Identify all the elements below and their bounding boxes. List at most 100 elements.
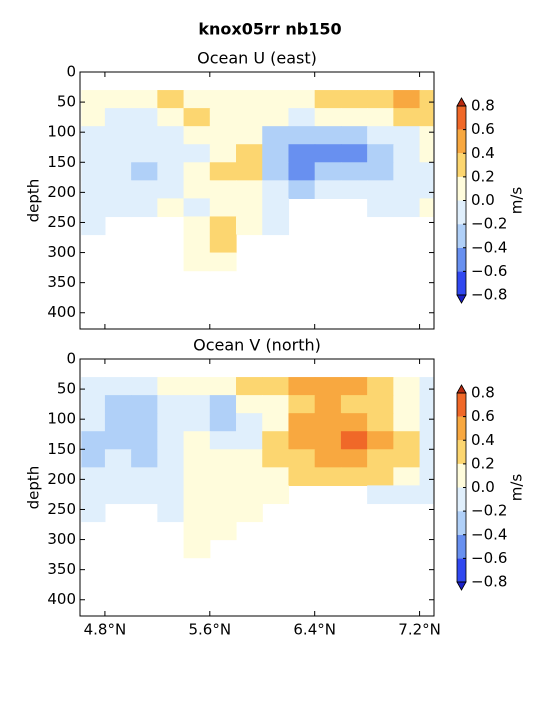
colorbar-segment bbox=[457, 534, 466, 559]
contour-cell bbox=[262, 108, 290, 127]
contour-cell bbox=[419, 144, 434, 163]
contour-cell bbox=[183, 216, 211, 236]
contour-cell bbox=[419, 126, 434, 145]
colorbar-label: m/s bbox=[508, 187, 526, 215]
contour-cell bbox=[81, 467, 106, 486]
contour-cell bbox=[131, 413, 158, 432]
y-tick-label: 350 bbox=[47, 273, 76, 291]
contour-cell bbox=[262, 162, 290, 181]
contour-cell bbox=[209, 377, 237, 396]
contour-cell bbox=[183, 521, 211, 541]
contour-cell bbox=[157, 108, 185, 127]
contour-cell bbox=[262, 431, 290, 450]
contour-cell bbox=[367, 413, 394, 432]
plot-frame bbox=[79, 71, 435, 330]
contour-cell bbox=[236, 90, 263, 109]
contour-cell bbox=[157, 485, 185, 505]
contour-cell bbox=[183, 431, 211, 450]
contour-cell bbox=[340, 162, 368, 181]
contour-cell bbox=[104, 144, 132, 163]
contour-cell bbox=[157, 503, 185, 523]
contour-cell bbox=[157, 144, 185, 163]
contour-cell bbox=[262, 126, 290, 145]
contour-cell bbox=[81, 198, 106, 218]
y-tick-label: 150 bbox=[47, 153, 76, 171]
contour-cell bbox=[314, 395, 342, 414]
colorbar-label: m/s bbox=[508, 474, 526, 502]
contour-cell bbox=[81, 377, 106, 396]
contour-cell bbox=[209, 395, 237, 414]
contour-cell bbox=[419, 377, 434, 396]
contour-cell bbox=[393, 108, 421, 127]
contour-cell bbox=[157, 90, 185, 109]
contour-cell bbox=[393, 126, 421, 145]
contour-cell bbox=[367, 431, 394, 450]
contour-cell bbox=[131, 126, 158, 145]
contour-cell bbox=[131, 431, 158, 450]
contour-cell bbox=[104, 108, 132, 127]
contour-cell bbox=[131, 108, 158, 127]
contour-cell bbox=[393, 198, 421, 218]
colorbar-segment bbox=[457, 463, 466, 488]
contour-cell bbox=[236, 126, 263, 145]
colorbar-tick-label: 0.2 bbox=[471, 167, 495, 185]
contour-cell bbox=[262, 449, 290, 468]
colorbar-segment bbox=[457, 106, 466, 130]
contour-cell bbox=[81, 395, 106, 414]
contour-cell bbox=[288, 108, 316, 127]
contour-cell bbox=[157, 180, 185, 199]
contour-cell bbox=[81, 503, 106, 523]
y-axis-label: depth bbox=[25, 466, 43, 510]
contour-cell bbox=[104, 126, 132, 145]
contour-cell bbox=[104, 485, 132, 505]
contour-cell bbox=[209, 90, 237, 109]
contour-cell bbox=[104, 467, 132, 486]
contour-cell bbox=[81, 162, 106, 181]
contour-cell bbox=[314, 449, 342, 468]
contour-cell bbox=[81, 108, 106, 127]
x-tick-label: 6.4°N bbox=[293, 621, 336, 639]
contour-cell bbox=[131, 180, 158, 199]
contour-cell bbox=[209, 216, 237, 236]
contour-cell bbox=[209, 449, 237, 468]
contour-cell bbox=[183, 198, 211, 218]
colorbar-segment bbox=[457, 487, 466, 512]
contour-cell bbox=[314, 144, 342, 163]
contour-cell bbox=[393, 467, 421, 486]
contour-cell bbox=[183, 395, 211, 414]
contour-cell bbox=[131, 395, 158, 414]
contour-cell bbox=[183, 539, 211, 559]
contour-cell bbox=[419, 162, 434, 181]
contour-cell bbox=[236, 108, 263, 127]
y-axis-label: depth bbox=[25, 179, 43, 223]
contour-cell bbox=[104, 449, 132, 468]
contour-cell bbox=[340, 377, 368, 396]
x-tick-label: 7.2°N bbox=[398, 621, 441, 639]
contour-cell bbox=[288, 90, 316, 109]
contour-cell bbox=[131, 144, 158, 163]
contour-cell bbox=[81, 180, 106, 199]
contour-cell bbox=[288, 162, 316, 181]
contour-cell bbox=[157, 162, 185, 181]
colorbar-segment bbox=[457, 153, 466, 177]
contour-cell bbox=[236, 216, 263, 236]
y-tick-label: 200 bbox=[47, 470, 76, 488]
contour-cell bbox=[236, 467, 263, 486]
contour-cell bbox=[367, 180, 394, 199]
contour-cell bbox=[262, 144, 290, 163]
contour-cell bbox=[393, 144, 421, 163]
contour-cell bbox=[393, 90, 421, 109]
y-tick-label: 350 bbox=[47, 560, 76, 578]
contour-cell bbox=[314, 126, 342, 145]
contour-cell bbox=[288, 377, 316, 396]
contour-cell bbox=[393, 485, 421, 505]
contour-cell bbox=[209, 144, 237, 163]
panel-title: Ocean U (east) bbox=[197, 49, 317, 68]
contour-cell bbox=[183, 90, 211, 109]
colorbar-tick-label: −0.4 bbox=[471, 525, 507, 543]
contour-cell bbox=[236, 485, 263, 505]
contour-cell bbox=[236, 395, 263, 414]
y-tick-label: 100 bbox=[47, 123, 76, 141]
contour-cell bbox=[419, 395, 434, 414]
colorbar-segment bbox=[457, 271, 466, 295]
